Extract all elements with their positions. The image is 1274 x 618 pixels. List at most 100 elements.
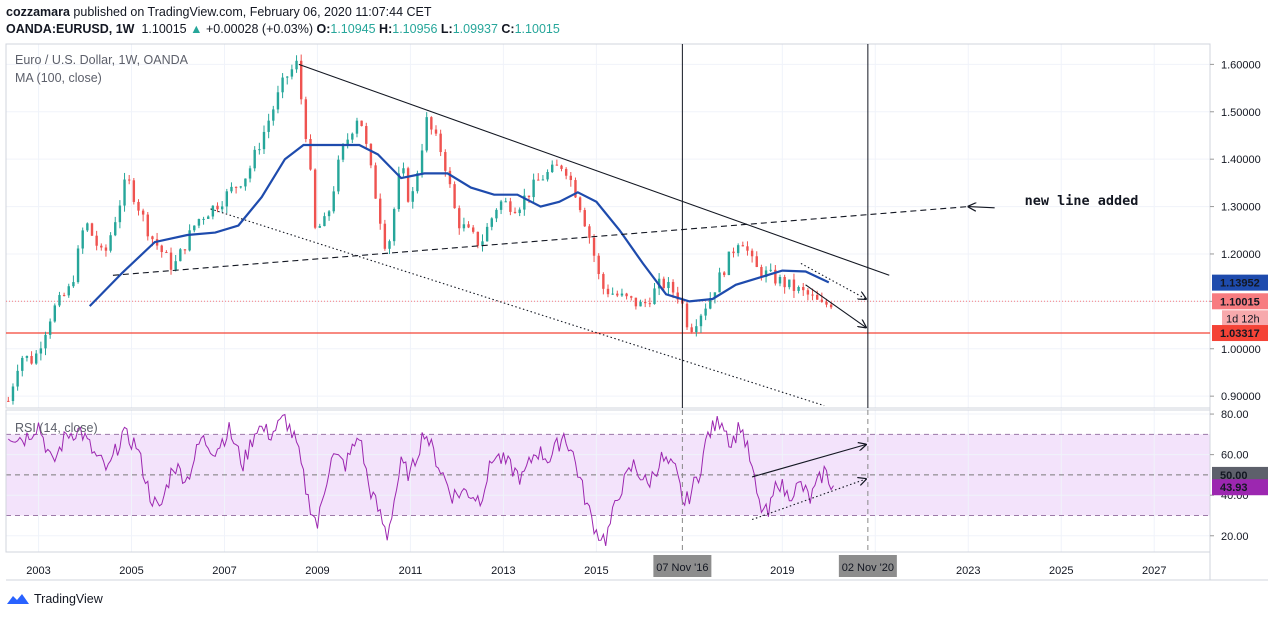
candle-body: [355, 120, 359, 134]
candle-body: [792, 279, 796, 291]
candle-body: [309, 139, 312, 170]
price-trend-line: [805, 284, 866, 328]
price-axis-label: 0.90000: [1221, 391, 1261, 403]
candle-body: [551, 164, 554, 173]
candle-body: [416, 173, 419, 192]
candle-body: [48, 321, 52, 335]
time-axis-label: 2027: [1142, 565, 1166, 577]
candle-body: [518, 209, 521, 214]
open-label: O:: [316, 22, 331, 36]
candle-body: [662, 278, 665, 289]
time-marker-label: 02 Nov '20: [842, 562, 894, 574]
candle-body: [62, 295, 66, 297]
high-label: H:: [379, 22, 393, 36]
candle-body: [35, 353, 38, 364]
candle-body: [509, 201, 512, 212]
countdown-badge-bg: [1222, 310, 1268, 327]
candle-body: [764, 270, 768, 277]
time-axis-label: 2007: [212, 565, 236, 577]
candle-body: [114, 222, 117, 236]
candle-body: [709, 298, 712, 309]
candle-body: [95, 235, 98, 246]
time-axis-label: 2009: [305, 565, 329, 577]
candle-body: [453, 184, 456, 209]
candle-body: [86, 223, 89, 231]
candle-body: [606, 288, 610, 295]
candle-body: [276, 92, 280, 110]
publish-info: cozzamara published on TradingView.com, …: [6, 5, 432, 19]
annotation-label: new line added: [1025, 193, 1139, 209]
rsi-trend-line: [751, 479, 866, 521]
time-axis-label: 2003: [26, 565, 50, 577]
candle-body: [188, 230, 191, 251]
time-axis-label: 2019: [770, 565, 794, 577]
candle-body: [732, 251, 735, 254]
candle-body: [202, 218, 205, 220]
candle-body: [467, 224, 470, 228]
rsi-axis-label: 60.00: [1221, 450, 1249, 462]
price-axis-label: 1.00000: [1221, 344, 1261, 356]
low-label: L:: [440, 22, 453, 36]
last-price-badge-bg: [1212, 293, 1268, 310]
tradingview-logo-icon: [7, 594, 29, 604]
candle-body: [634, 297, 638, 307]
candle-body: [30, 355, 33, 364]
candle-body: [704, 308, 707, 316]
candle-body: [588, 226, 591, 238]
candle-body: [592, 237, 596, 256]
publisher-name[interactable]: cozzamara: [6, 5, 70, 19]
brand-name: TradingView: [34, 592, 103, 606]
candle-body: [146, 214, 149, 237]
candle-body: [67, 286, 70, 296]
time-axis-label: 2013: [491, 565, 515, 577]
candle-body: [127, 179, 131, 181]
candle-body: [21, 357, 24, 371]
candle-body: [76, 248, 80, 283]
candle-body: [504, 201, 507, 203]
candle-body: [267, 120, 270, 132]
publish-text: published on TradingView.com, February 0…: [73, 5, 432, 19]
price-trend-line: [298, 63, 890, 276]
candle-body: [537, 179, 540, 181]
candle-body: [44, 334, 47, 349]
candle-body: [564, 168, 568, 176]
candle-body: [825, 302, 828, 305]
candle-body: [258, 149, 261, 151]
candle-body: [248, 168, 252, 179]
candle-body: [58, 295, 61, 306]
eurusd-chart[interactable]: new line added Euro / U.S. Dollar, 1W, OA…: [0, 0, 1274, 590]
candle-body: [699, 315, 703, 327]
change-arrow-icon: ▲: [190, 22, 203, 36]
candle-body: [383, 223, 387, 249]
candle-body: [341, 144, 345, 160]
rsi-axis-label: 20.00: [1221, 531, 1249, 543]
rsi-axis-label: 80.00: [1221, 409, 1249, 421]
candle-body: [802, 286, 805, 291]
candle-body: [323, 216, 326, 227]
candle-body: [225, 191, 229, 207]
footer-brand[interactable]: TradingView: [6, 592, 103, 606]
price-axis-label: 1.40000: [1221, 154, 1261, 166]
candle-body: [820, 299, 824, 303]
candle-body: [11, 386, 15, 402]
candle-body: [815, 294, 819, 300]
candle-body: [132, 180, 136, 202]
candle-body: [360, 120, 363, 127]
rsi-value-badge: 43.93: [1220, 482, 1248, 494]
candle-body: [313, 169, 317, 228]
rsi-midline-badge-bg: [1212, 466, 1268, 483]
candle-body: [169, 252, 173, 270]
candle-body: [750, 250, 754, 257]
candle-body: [713, 292, 717, 299]
rsi-pane-title: RSI (14, close): [15, 421, 98, 435]
price-axis-label: 1.20000: [1221, 249, 1261, 261]
candle-body: [774, 269, 777, 284]
candle-body: [490, 218, 493, 227]
candle-body: [667, 281, 670, 289]
candle-body: [72, 282, 75, 287]
time-axis-label: 2005: [119, 565, 143, 577]
candle-body: [346, 139, 349, 145]
candle-body: [318, 226, 321, 228]
candle-body: [411, 191, 414, 202]
last-price-badge: 1.10015: [1220, 296, 1260, 308]
